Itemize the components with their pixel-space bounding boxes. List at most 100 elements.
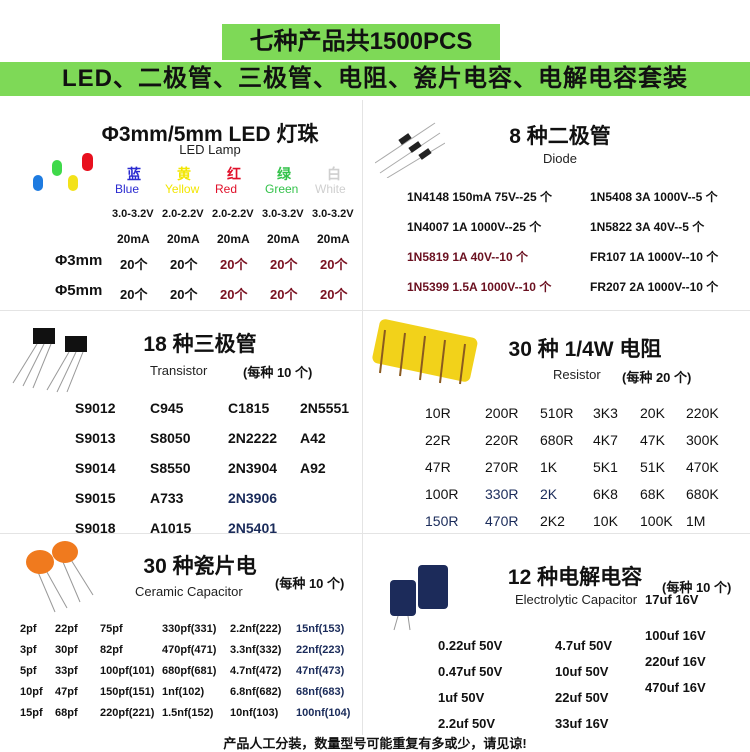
diode-item: 1N5819 1A 40V--10 个 bbox=[407, 250, 528, 264]
ceramic-item: 4.7nf(472) bbox=[230, 665, 282, 677]
ceramic-item: 100pf(101) bbox=[100, 665, 155, 677]
transistor-item: S9012 bbox=[75, 400, 116, 416]
diode-title: 8 种二极管 bbox=[509, 125, 611, 148]
ceramic-item: 150pf(151) bbox=[100, 686, 155, 698]
transistor-item: 2N5401 bbox=[228, 520, 278, 536]
electrolytic-item: 4.7uf 50V bbox=[555, 638, 613, 653]
led-qty: 20个 bbox=[120, 287, 148, 302]
transistor-item: A42 bbox=[300, 430, 326, 446]
led-qty: 20个 bbox=[170, 257, 198, 272]
transistor-item: S9015 bbox=[75, 490, 116, 506]
led-color-en: Red bbox=[215, 182, 238, 196]
diode-item: 1N5399 1.5A 1000V--10 个 bbox=[407, 280, 552, 294]
electrolytic-item: 33uf 16V bbox=[555, 716, 609, 731]
electrolytic-item: 470uf 16V bbox=[645, 680, 706, 695]
ceramic-item: 2.2nf(222) bbox=[230, 623, 282, 635]
resistor-title: 30 种 1/4W 电阻 bbox=[508, 338, 662, 361]
resistor-item: 330R bbox=[485, 486, 519, 502]
ceramic-item: 330pf(331) bbox=[162, 623, 217, 635]
led-qty: 20个 bbox=[270, 287, 298, 302]
resistor-item: 680K bbox=[686, 486, 719, 502]
resistor-item: 4K7 bbox=[593, 432, 618, 448]
ceramic-item: 2pf bbox=[20, 623, 37, 635]
ceramic-item: 22nf(223) bbox=[296, 644, 345, 656]
resistor-item: 300K bbox=[686, 432, 719, 448]
banner-title: 七种产品共1500PCS bbox=[222, 24, 500, 60]
electrolytic-item: 220uf 16V bbox=[645, 654, 706, 669]
led-color-cn: 蓝 bbox=[127, 166, 141, 182]
resistor-item: 1M bbox=[686, 513, 706, 529]
ceramic-item: 22pf bbox=[55, 623, 78, 635]
resistor-item: 6K8 bbox=[593, 486, 618, 502]
led-voltage: 3.0-3.2V bbox=[112, 208, 154, 220]
led-color-en: Blue bbox=[115, 182, 140, 196]
led-color-cn: 白 bbox=[327, 166, 341, 182]
led-qty: 20个 bbox=[320, 287, 348, 302]
resistor-item: 5K1 bbox=[593, 459, 618, 475]
ceramic-note: (每种 10 个) bbox=[275, 576, 345, 591]
diode-item: 1N4007 1A 1000V--25 个 bbox=[407, 220, 542, 234]
led-current: 20mA bbox=[167, 232, 200, 246]
ceramic-item: 10nf(103) bbox=[230, 707, 279, 719]
ceramic-item: 15pf bbox=[20, 707, 43, 719]
led-qty: 20个 bbox=[270, 257, 298, 272]
resistor-item: 270R bbox=[485, 459, 519, 475]
ceramic-item: 47pf bbox=[55, 686, 78, 698]
resistor-image bbox=[372, 319, 478, 385]
transistor-item: S9013 bbox=[75, 430, 116, 446]
resistor-item: 220R bbox=[485, 432, 519, 448]
led-color-en: Yellow bbox=[165, 182, 200, 196]
resistor-item: 10R bbox=[425, 405, 451, 421]
diode-subtitle: Diode bbox=[543, 151, 577, 166]
resistor-note: (每种 20 个) bbox=[622, 370, 692, 385]
electrolytic-item: 1uf 50V bbox=[438, 690, 485, 705]
resistor-item: 20K bbox=[640, 405, 665, 421]
resistor-item: 220K bbox=[686, 405, 719, 421]
resistor-item: 22R bbox=[425, 432, 451, 448]
transistor-item: 2N3906 bbox=[228, 490, 278, 506]
led-current: 20mA bbox=[117, 232, 150, 246]
led-voltage: 2.0-2.2V bbox=[212, 208, 254, 220]
electrolytic-note: (每种 10 个) bbox=[662, 580, 732, 595]
led-title: Φ3mm/5mm LED 灯珠 bbox=[101, 123, 319, 146]
transistor-item: C1815 bbox=[228, 400, 270, 416]
resistor-item: 10K bbox=[593, 513, 618, 529]
ceramic-item: 30pf bbox=[55, 644, 78, 656]
diode-item: 1N5408 3A 1000V--5 个 bbox=[590, 190, 718, 204]
led-qty: 20个 bbox=[320, 257, 348, 272]
ceramic-subtitle: Ceramic Capacitor bbox=[135, 584, 243, 599]
resistor-item: 68K bbox=[640, 486, 665, 502]
resistor-item: 150R bbox=[425, 513, 459, 529]
transistor-image bbox=[12, 328, 87, 393]
led-color-cn: 红 bbox=[227, 166, 241, 182]
led-color-en: White bbox=[315, 182, 346, 196]
ceramic-item: 68nf(683) bbox=[296, 686, 345, 698]
electrolytic-subtitle: Electrolytic Capacitor bbox=[515, 592, 638, 607]
transistor-item: A733 bbox=[150, 490, 184, 506]
transistor-subtitle: Transistor bbox=[150, 363, 208, 378]
resistor-item: 51K bbox=[640, 459, 665, 475]
led-qty: 20个 bbox=[220, 287, 248, 302]
electrolytic-item: 10uf 50V bbox=[555, 664, 609, 679]
electrolytic-title: 12 种电解电容 bbox=[507, 566, 643, 589]
divider bbox=[362, 100, 363, 735]
led-current: 20mA bbox=[267, 232, 300, 246]
diode-item: FR107 1A 1000V--10 个 bbox=[590, 250, 719, 264]
transistor-item: 2N3904 bbox=[228, 460, 278, 476]
diode-item: 1N4148 150mA 75V--25 个 bbox=[407, 190, 552, 204]
resistor-item: 470R bbox=[485, 513, 519, 529]
electrolytic-item: 2.2uf 50V bbox=[438, 716, 496, 731]
banner-subtitle: LED、二极管、三极管、电阻、瓷片电容、电解电容套装 bbox=[0, 62, 750, 96]
ceramic-item: 75pf bbox=[100, 623, 123, 635]
resistor-item: 1K bbox=[540, 459, 558, 475]
ceramic-item: 1.5nf(152) bbox=[162, 707, 214, 719]
electrolytic-image bbox=[390, 565, 448, 631]
ceramic-item: 68pf bbox=[55, 707, 78, 719]
led-current: 20mA bbox=[217, 232, 250, 246]
transistor-item: C945 bbox=[150, 400, 184, 416]
transistor-note: (每种 10 个) bbox=[243, 365, 313, 380]
led-voltage: 3.0-3.2V bbox=[262, 208, 304, 220]
led-voltage: 2.0-2.2V bbox=[162, 208, 204, 220]
led-size: Φ5mm bbox=[55, 282, 103, 299]
resistor-item: 100K bbox=[640, 513, 673, 529]
